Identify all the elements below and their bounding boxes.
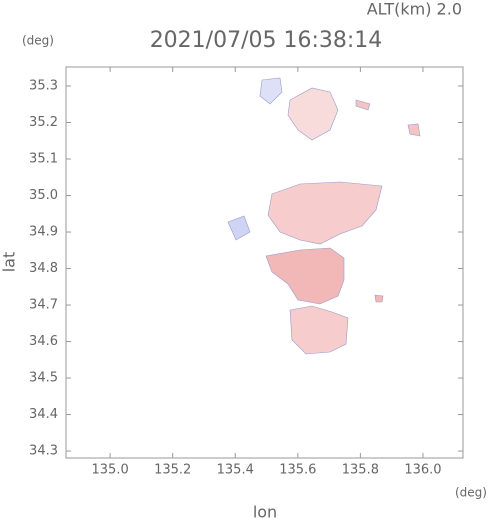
x-tick-label: 135.8 xyxy=(342,463,379,478)
y-unit: (deg) xyxy=(22,34,54,48)
x-tick-label: 135.6 xyxy=(279,463,316,478)
x-unit: (deg) xyxy=(455,486,487,500)
y-tick-label: 34.4 xyxy=(29,407,58,422)
x-tick-label: 135.2 xyxy=(154,463,191,478)
x-axis-label: lon xyxy=(253,503,277,522)
x-tick-label: 135.4 xyxy=(217,463,254,478)
x-tick-label: 136.0 xyxy=(404,463,441,478)
y-tick-label: 35.1 xyxy=(29,152,58,167)
x-tick-label: 135.0 xyxy=(92,463,129,478)
y-axis-label: lat xyxy=(0,252,19,273)
plot-frame xyxy=(65,66,464,459)
y-tick-label: 34.5 xyxy=(29,371,58,386)
y-tick-label: 35.2 xyxy=(29,115,58,130)
y-tick-label: 35.0 xyxy=(29,188,58,203)
chart-subtitle: ALT(km) 2.0 xyxy=(367,0,462,19)
y-tick-label: 34.6 xyxy=(29,334,58,349)
chart-title: 2021/07/05 16:38:14 xyxy=(150,28,383,53)
echo-field xyxy=(227,77,421,355)
y-tick-label: 34.8 xyxy=(29,261,58,276)
y-tick-label: 34.3 xyxy=(29,444,58,459)
y-tick-label: 34.7 xyxy=(29,298,58,313)
y-tick-label: 34.9 xyxy=(29,225,58,240)
y-tick-label: 35.3 xyxy=(29,78,58,93)
